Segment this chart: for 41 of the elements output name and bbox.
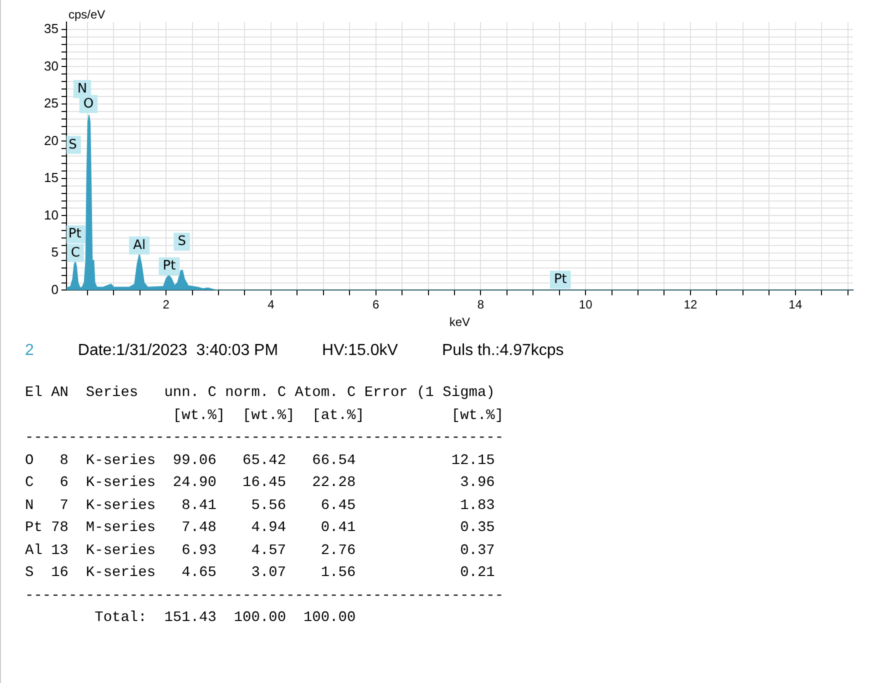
y-tick-label: 15 [44, 170, 58, 186]
x-tick-label: 2 [162, 298, 170, 312]
y-tick-label: 0 [51, 282, 58, 297]
y-tick-label: 10 [44, 207, 58, 222]
x-axis-title: keV [449, 315, 470, 330]
text: Pt 78 M-series 7.48 4.94 0.41 0.35 [25, 519, 496, 538]
text: Total: 151.43 100.00 100.00 [94, 609, 357, 628]
text: O 8 K-series 99.06 65.42 66.54 12.15 [25, 452, 496, 470]
x-tick-label: 8 [477, 298, 484, 312]
annotation: S [68, 137, 77, 152]
annotation: Pt [162, 258, 176, 274]
y-tick-label: 5 [51, 244, 58, 260]
x-tick-label: 14 [788, 298, 802, 312]
text: [wt.%] [wt.%] [at.%] [wt.%] [172, 406, 505, 426]
text: Puls th.:4.97kcps [442, 342, 564, 359]
text: ------------------------------------------------------- [25, 429, 505, 448]
y-tick-label: 25 [44, 96, 58, 111]
text: Date:1/31/2023 3:40:03 PM [78, 342, 278, 359]
text: HV:15.0kV [322, 342, 398, 359]
text: S 16 K-series 4.65 3.07 1.56 0.21 [25, 564, 496, 583]
y-tick-label: 35 [44, 21, 58, 36]
y-axis-title: cps/eV [68, 7, 106, 22]
annotation: N [77, 81, 88, 96]
y-tick-label: 30 [44, 58, 58, 74]
text: N 7 K-series 8.41 5.56 6.45 1.83 [25, 496, 496, 516]
annotation: Al [133, 238, 146, 253]
text: Al 13 K-series 6.93 4.57 2.76 0.37 [25, 542, 496, 560]
x-tick-label: 12 [684, 298, 698, 312]
text: ------------------------------------------------------- [25, 586, 505, 606]
text: 2 [25, 342, 34, 359]
x-tick-label: 6 [372, 298, 380, 312]
x-tick-label: 10 [578, 298, 593, 312]
x-tick-label: 4 [268, 298, 275, 312]
text: El AN Series unn. C norm. C Atom. C Error (1 Sigma) [25, 384, 496, 403]
annotation: C [70, 245, 80, 260]
annotation: S [178, 234, 186, 250]
annotation: O [83, 96, 94, 112]
text: C 6 K-series 24.90 16.45 22.28 3.96 [25, 474, 496, 493]
y-tick-label: 20 [44, 132, 58, 148]
annotation: Pt [554, 272, 567, 288]
annotation: Pt [68, 226, 82, 242]
